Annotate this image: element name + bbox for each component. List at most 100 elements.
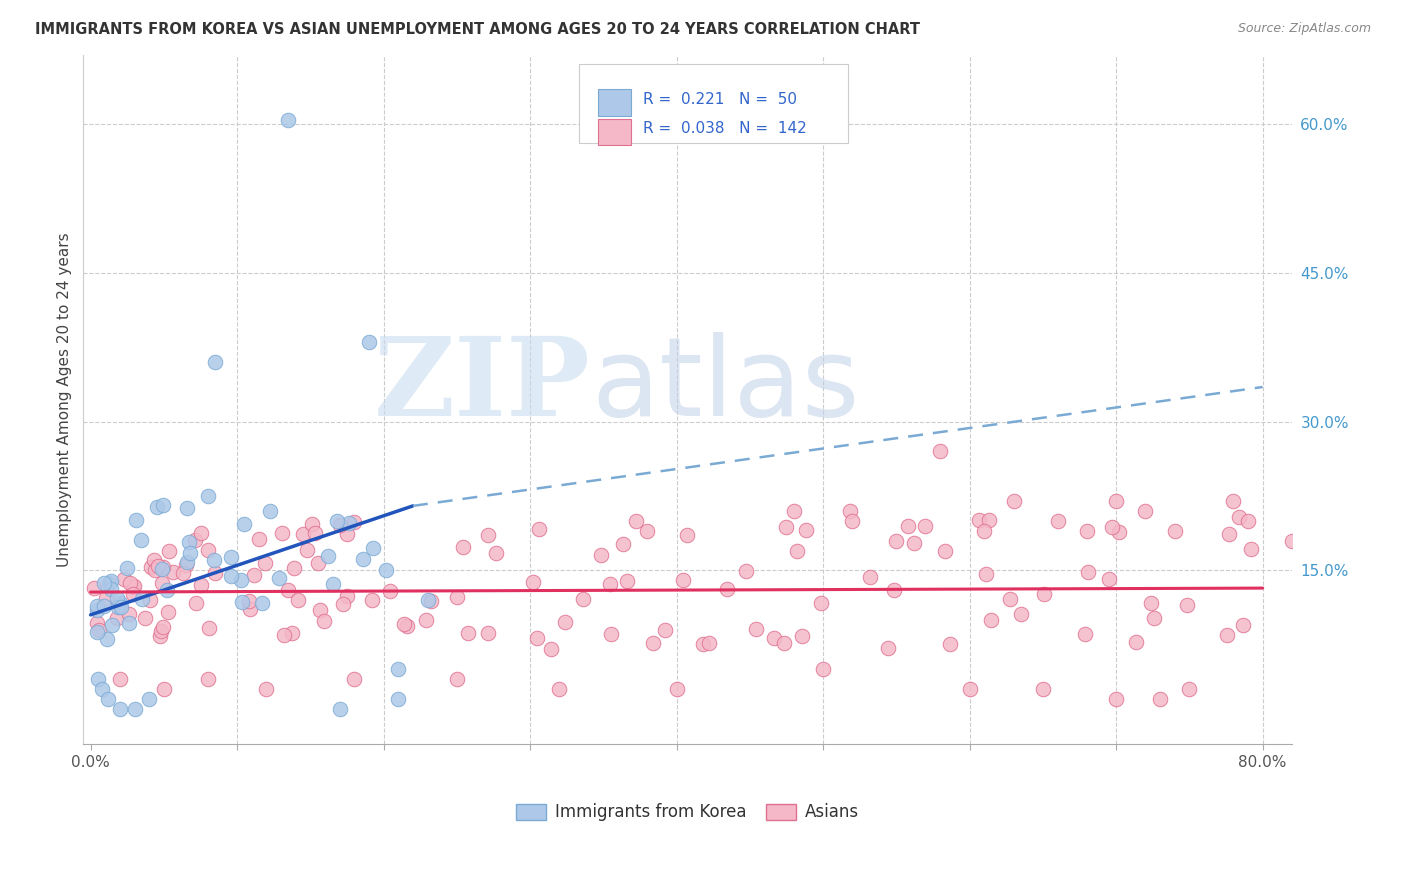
Point [273,628,295,642]
Point [138,692,160,706]
Point [121,580,143,594]
Point [87,672,110,686]
Point [152,619,174,633]
Point [322,576,344,591]
Point [198,621,221,635]
Point [396,619,419,633]
Point [177,534,200,549]
Point [1010,607,1032,622]
Point [112,572,135,586]
Point [786,544,808,558]
Point [1222,494,1244,508]
Y-axis label: Unemployment Among Ages 20 to 24 years: Unemployment Among Ages 20 to 24 years [58,232,72,566]
Point [309,603,332,617]
Point [1002,494,1025,508]
Point [762,631,785,645]
Point [314,614,336,628]
Point [1164,524,1187,538]
Point [254,556,277,570]
Point [540,641,562,656]
Point [176,555,198,569]
Point [1074,627,1097,641]
Point [202,553,225,567]
Point [197,543,219,558]
Point [810,596,832,610]
Point [811,662,834,676]
Point [97,692,120,706]
Point [716,582,738,596]
Point [204,566,226,580]
Point [125,513,148,527]
Point [100,574,122,588]
Point [115,561,138,575]
Point [599,577,621,591]
Point [876,641,898,656]
Point [1281,533,1303,548]
Point [153,682,176,697]
Point [219,568,242,582]
Point [775,520,797,534]
Point [162,565,184,579]
Point [998,591,1021,606]
Text: atlas: atlas [591,332,859,439]
Point [897,518,920,533]
Point [522,575,544,590]
Point [118,607,141,621]
Point [1237,514,1260,528]
Point [1101,519,1123,533]
Point [247,532,270,546]
Point [152,559,174,574]
Point [394,616,416,631]
Point [150,562,173,576]
Point [93,599,115,613]
Point [93,576,115,591]
Point [232,517,254,532]
Point [477,528,499,542]
Point [277,112,299,127]
Point [280,625,302,640]
Point [231,573,253,587]
Point [416,593,439,607]
Point [108,596,131,610]
Point [295,543,318,558]
Point [600,627,623,641]
Point [337,516,360,531]
Point [336,589,359,603]
Point [335,527,357,541]
Point [361,541,384,556]
Point [914,518,936,533]
Point [735,564,758,578]
Point [773,636,796,650]
Point [374,563,396,577]
Point [277,582,299,597]
Point [326,514,349,528]
Point [357,335,380,350]
Point [378,584,401,599]
Point [1032,682,1054,697]
Point [745,622,768,636]
Point [387,692,409,706]
Point [101,618,124,632]
Point [841,514,863,528]
Point [938,637,960,651]
Point [269,571,291,585]
Point [387,662,409,676]
Point [527,522,550,536]
Point [134,611,156,625]
Point [636,524,658,538]
Point [477,625,499,640]
Point [1098,572,1121,586]
Point [118,576,141,591]
Point [612,536,634,550]
Point [197,672,219,686]
Point [174,558,197,572]
Point [859,570,882,584]
Point [184,596,207,610]
Point [107,599,129,614]
Point [457,626,479,640]
Point [145,563,167,577]
Point [974,567,997,582]
Point [1077,565,1099,579]
Point [1240,542,1263,557]
Point [146,558,169,573]
